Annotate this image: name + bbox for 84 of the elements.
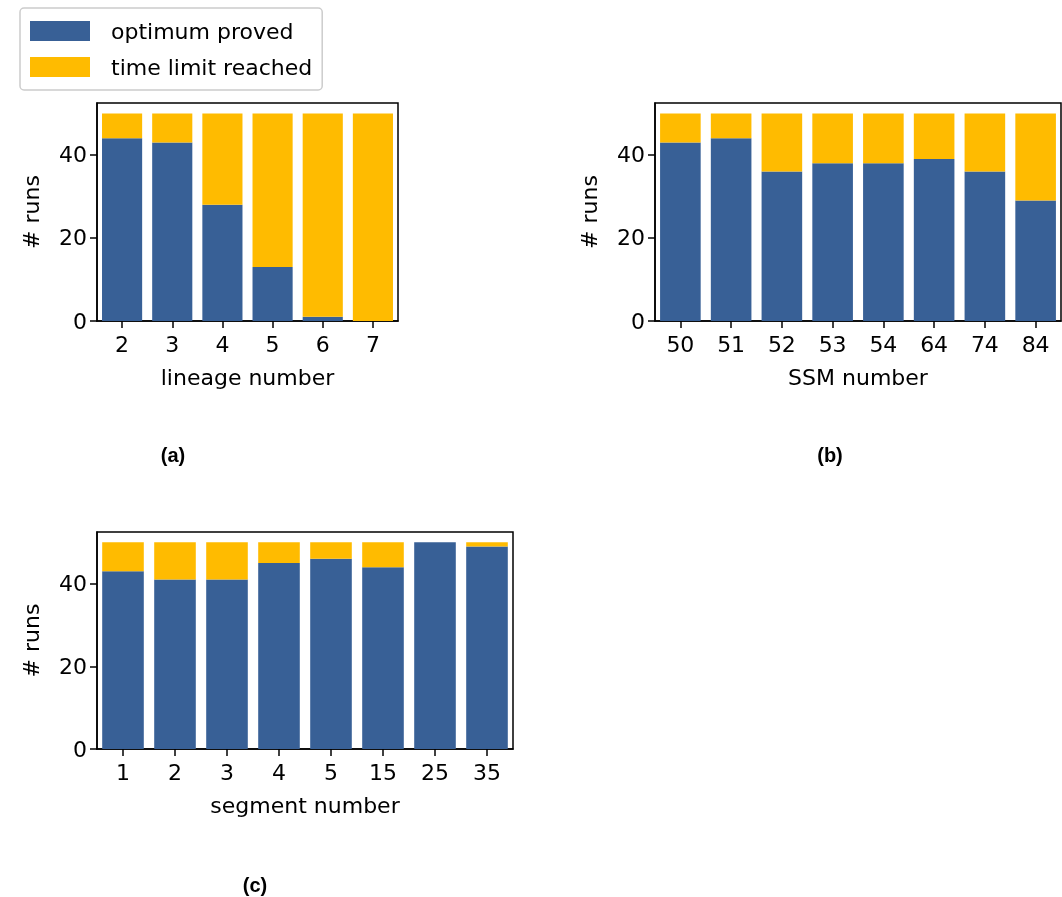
bar (202, 204, 243, 321)
legend-label: optimum proved (111, 18, 294, 44)
bar (302, 113, 343, 317)
x-tick-label: 5 (324, 759, 338, 785)
bar (761, 171, 803, 321)
x-tick-label: 2 (168, 759, 182, 785)
x-tick-label: 53 (818, 331, 847, 357)
bar (1015, 200, 1056, 321)
y-tick-label: 40 (617, 142, 645, 168)
bar (102, 113, 143, 139)
y-axis-title: # runs (18, 175, 44, 249)
bar (310, 542, 352, 559)
bar (102, 571, 144, 749)
x-tick-label: 4 (215, 331, 230, 357)
bar (102, 542, 144, 572)
text: (b) (817, 444, 843, 466)
bar (710, 138, 752, 321)
bar (812, 163, 853, 321)
bar (206, 542, 248, 580)
bar (812, 113, 853, 164)
bar (913, 159, 955, 321)
y-tick-label: 40 (59, 571, 87, 597)
x-tick-label: 54 (869, 331, 898, 357)
bar (310, 558, 352, 749)
bar (206, 579, 248, 749)
x-tick-label: 7 (365, 331, 380, 357)
y-tick-label: 0 (631, 308, 645, 334)
x-tick-label: 64 (920, 331, 949, 357)
x-tick-label: 4 (272, 759, 286, 785)
bar (154, 579, 196, 749)
bar (466, 546, 508, 749)
bar (863, 163, 904, 321)
x-axis-title: lineage number (160, 364, 336, 390)
bar (362, 542, 404, 568)
x-axis-title: segment number (210, 792, 401, 818)
bar (252, 113, 293, 268)
y-tick-label: 20 (617, 225, 645, 251)
bar (710, 113, 752, 139)
x-tick-label: 1 (116, 759, 130, 785)
x-tick-label: 35 (473, 759, 501, 785)
bar (102, 138, 143, 321)
bar (414, 542, 456, 749)
bar (466, 542, 508, 547)
bar (761, 113, 803, 172)
x-tick-label: 84 (1021, 331, 1050, 357)
y-tick-label: 40 (59, 142, 87, 168)
bar (258, 563, 300, 749)
bar (913, 113, 955, 160)
bar (660, 142, 701, 321)
bar (660, 113, 701, 143)
bar (258, 542, 300, 563)
x-tick-label: 6 (315, 331, 330, 357)
bar (302, 316, 343, 321)
y-tick-label: 0 (73, 736, 87, 762)
bar (252, 267, 293, 321)
x-tick-label: 50 (666, 331, 695, 357)
x-tick-label: 25 (421, 759, 449, 785)
legend-label: time limit reached (111, 54, 313, 80)
x-tick-label: 51 (717, 331, 746, 357)
bar (152, 113, 193, 143)
y-axis-title: # runs (18, 603, 44, 678)
bar (964, 113, 1006, 172)
bar (202, 113, 243, 205)
y-axis-title: # runs (576, 175, 602, 249)
x-tick-label: 52 (767, 331, 796, 357)
bar (154, 542, 196, 580)
bar (1015, 113, 1056, 201)
x-tick-label: 5 (265, 331, 280, 357)
x-tick-label: 3 (165, 331, 180, 357)
bar (863, 113, 904, 164)
bar (362, 567, 404, 749)
y-tick-label: 0 (73, 308, 87, 334)
text: (c) (242, 874, 268, 896)
x-tick-label: 15 (369, 759, 397, 785)
text: (a) (160, 444, 186, 466)
bar (152, 142, 193, 321)
x-tick-label: 2 (115, 331, 130, 357)
bar (964, 171, 1006, 321)
x-tick-label: 74 (970, 331, 999, 357)
y-tick-label: 20 (59, 225, 87, 251)
x-tick-label: 3 (220, 759, 234, 785)
x-axis-title: SSM number (788, 364, 929, 390)
y-tick-label: 20 (59, 653, 87, 679)
bar (352, 113, 393, 321)
